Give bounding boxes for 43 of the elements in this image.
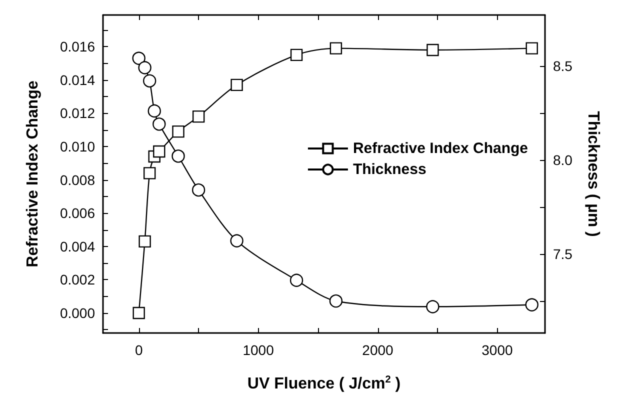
y-tick-label: 0.014	[60, 72, 96, 88]
point	[138, 235, 151, 248]
y-tick-label: 0.012	[60, 105, 96, 122]
y2-tick-label: 7.5	[553, 246, 573, 262]
y-tick-label: 0.016	[60, 38, 96, 55]
point	[526, 42, 538, 54]
point	[525, 298, 538, 312]
x-tick-label: 2000	[362, 342, 394, 358]
point	[153, 145, 166, 158]
point	[172, 150, 185, 163]
point	[290, 274, 304, 287]
point	[152, 118, 166, 131]
point	[192, 183, 206, 197]
point	[426, 300, 440, 314]
y2-tick-label: 8.5	[553, 58, 573, 74]
x-tick-label: 3000	[482, 342, 513, 358]
x-tick-label: 0	[134, 342, 143, 358]
y-tick-label: 0.006	[60, 205, 96, 222]
y-tick-label: 0.000	[60, 305, 96, 322]
y-axis-title: Refractive Index Change	[24, 80, 42, 268]
point	[230, 234, 244, 248]
point	[172, 125, 184, 138]
x-tick-label: 1000	[242, 342, 274, 358]
point	[132, 306, 145, 320]
point	[132, 52, 146, 65]
point	[138, 61, 152, 74]
point	[192, 110, 205, 123]
point	[426, 44, 439, 56]
y2-tick-label: 8.0	[553, 152, 573, 168]
legend-label: Thickness	[352, 161, 426, 178]
legend-label: Refractive Index Change	[352, 140, 528, 157]
y2-axis-title: Thickness ( µm )	[584, 111, 602, 237]
point	[290, 48, 303, 62]
point	[230, 78, 243, 92]
point	[143, 167, 156, 180]
point	[148, 104, 161, 118]
y-tick-label: 0.004	[60, 238, 96, 254]
y-tick-label: 0.002	[60, 272, 96, 288]
y-tick-label: 0.008	[60, 172, 96, 188]
y-tick-label: 0.010	[60, 138, 96, 155]
point	[330, 42, 342, 54]
point	[143, 74, 156, 88]
point	[329, 294, 343, 308]
